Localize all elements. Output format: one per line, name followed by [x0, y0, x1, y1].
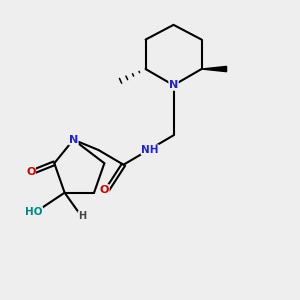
- Text: H: H: [78, 211, 86, 221]
- Text: HO: HO: [25, 207, 42, 217]
- Polygon shape: [202, 66, 226, 72]
- Text: O: O: [26, 167, 35, 177]
- Text: N: N: [69, 135, 78, 145]
- Text: O: O: [100, 185, 109, 195]
- Text: N: N: [169, 80, 178, 90]
- Text: NH: NH: [141, 145, 159, 155]
